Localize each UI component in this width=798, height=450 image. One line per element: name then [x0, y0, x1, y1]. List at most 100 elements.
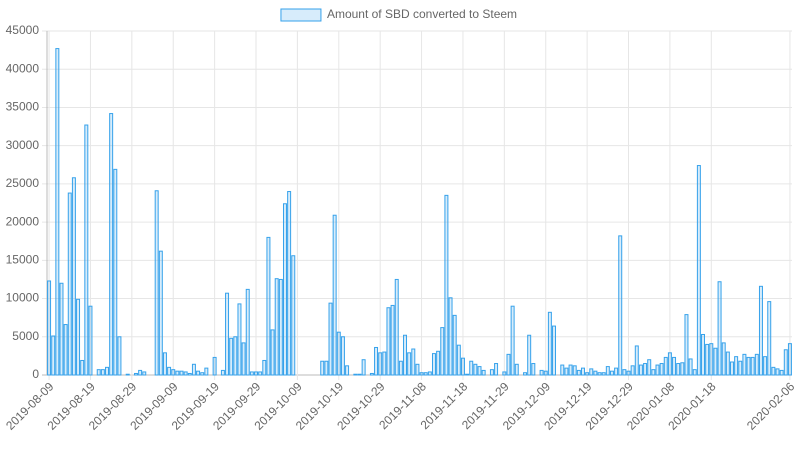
y-tick-label: 0 [32, 367, 39, 381]
bar [783, 349, 788, 376]
bar [407, 352, 412, 376]
bar [568, 364, 573, 376]
bar [167, 366, 172, 376]
bar [709, 343, 714, 376]
bar [452, 314, 457, 376]
bar [738, 360, 743, 376]
bar [659, 363, 664, 376]
bar [622, 369, 627, 376]
bar [423, 372, 428, 376]
bar [427, 371, 432, 376]
bar [191, 363, 196, 376]
bar [63, 324, 68, 376]
bar [614, 367, 619, 376]
y-tick-label: 20000 [6, 214, 40, 228]
bar [734, 356, 739, 376]
legend-swatch[interactable] [280, 8, 322, 22]
bar [403, 334, 408, 376]
y-tick-label: 30000 [6, 138, 40, 152]
bar [489, 369, 494, 376]
bar [229, 337, 234, 376]
bar [440, 327, 445, 376]
bar [374, 346, 379, 376]
bar [109, 113, 114, 376]
bar [142, 371, 147, 376]
bar [725, 351, 730, 376]
bar [67, 192, 72, 376]
bar [336, 331, 341, 376]
bar [84, 124, 89, 376]
bar [672, 356, 677, 376]
bar [237, 303, 242, 376]
bar [609, 370, 614, 376]
bar [696, 165, 701, 376]
bar [692, 369, 697, 376]
bar [456, 344, 461, 376]
bar [572, 365, 577, 376]
bar [680, 362, 685, 376]
bar [523, 372, 528, 376]
bar [630, 365, 635, 376]
bar [460, 357, 465, 376]
bar [638, 364, 643, 376]
bar [76, 298, 81, 376]
bar [597, 372, 602, 376]
bar [382, 351, 387, 376]
bar [481, 369, 486, 376]
bar [390, 304, 395, 376]
bar [514, 363, 519, 376]
bar [705, 343, 710, 376]
bar [55, 48, 60, 376]
bar [742, 353, 747, 376]
bar [225, 292, 230, 376]
bar [196, 370, 201, 376]
bar [560, 364, 565, 376]
bar [585, 372, 590, 376]
bar [270, 329, 275, 376]
bar [506, 353, 511, 376]
bar [241, 342, 246, 376]
bar [713, 347, 718, 376]
y-tick-label: 45000 [6, 23, 40, 37]
bar [647, 359, 652, 376]
bar [88, 305, 93, 376]
bar [539, 369, 544, 376]
y-tick-label: 25000 [6, 176, 40, 190]
bar [721, 342, 726, 376]
bar [626, 370, 631, 376]
bar [332, 214, 337, 376]
y-tick-label: 40000 [6, 61, 40, 75]
bar [601, 372, 606, 376]
bar [187, 372, 192, 376]
bar [287, 191, 292, 376]
bar [543, 370, 548, 376]
bar [667, 352, 672, 376]
bar [763, 356, 768, 376]
y-tick-label: 15000 [6, 253, 40, 267]
bar [758, 285, 763, 376]
bar [291, 255, 296, 376]
bar [59, 282, 64, 376]
bar [100, 369, 105, 376]
bar [340, 336, 345, 376]
bar [473, 363, 478, 376]
bar [436, 350, 441, 376]
bar [345, 365, 350, 376]
bar [465, 373, 470, 376]
bar [502, 371, 507, 376]
bar [655, 364, 660, 376]
bar [80, 359, 85, 376]
legend-label: Amount of SBD converted to Steem [327, 7, 517, 21]
bar [676, 363, 681, 376]
bar [324, 360, 329, 376]
y-tick-label: 10000 [6, 291, 40, 305]
bar [328, 302, 333, 376]
x-tick-label: 2020-02-06 [744, 379, 798, 433]
bar [729, 361, 734, 376]
bar [651, 369, 656, 376]
bar [254, 371, 259, 376]
bar [477, 366, 482, 376]
bar [125, 373, 130, 376]
bar [411, 348, 416, 376]
